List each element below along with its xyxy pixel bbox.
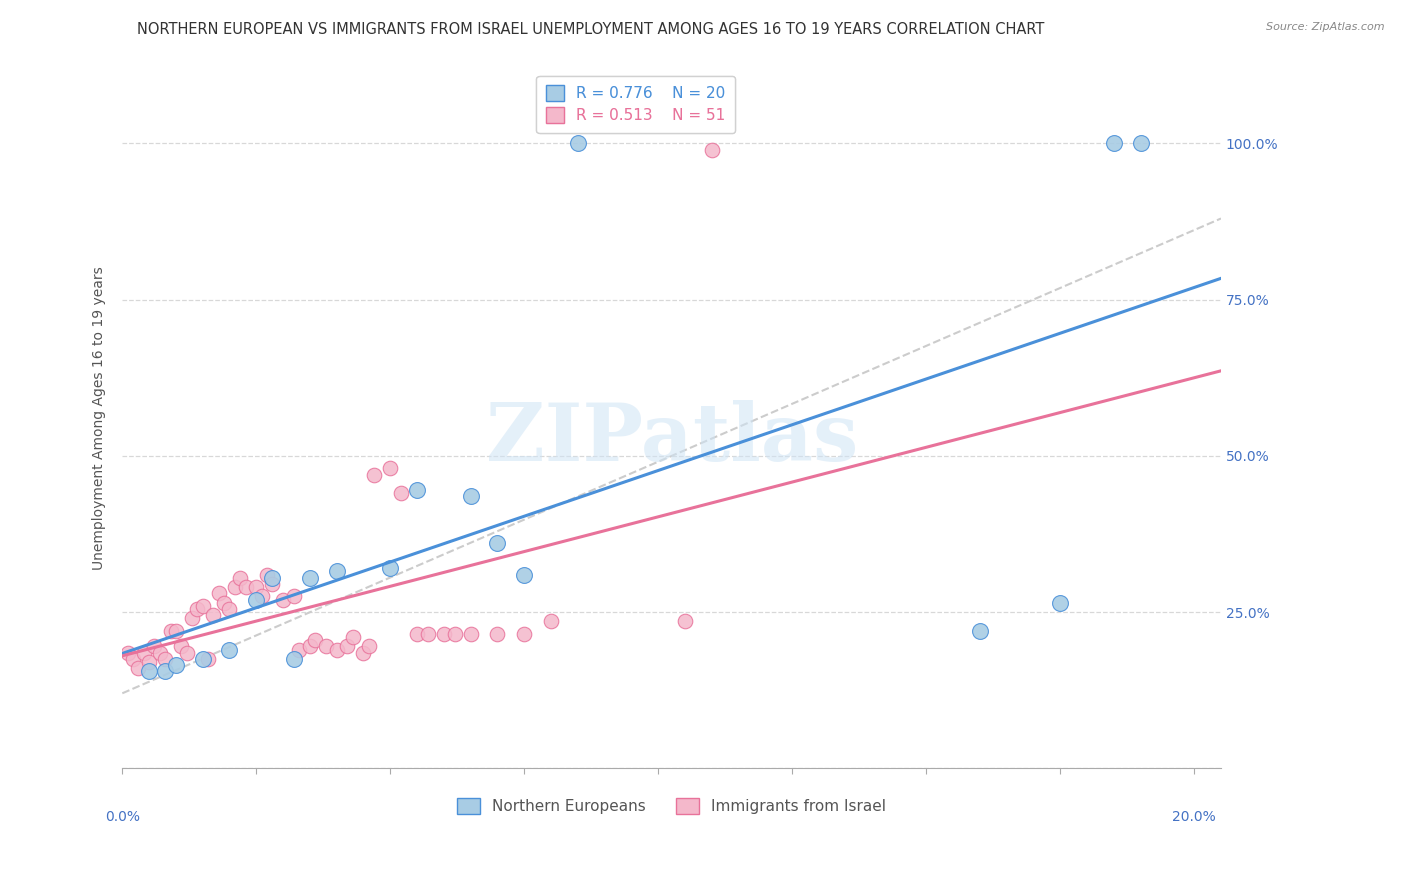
Point (153, 652, 176, 666)
Point (283, 652, 305, 666)
Point (298, 571, 321, 585)
Point (416, 627, 439, 641)
Text: Source: ZipAtlas.com: Source: ZipAtlas.com (1267, 22, 1385, 32)
Point (342, 630, 364, 644)
Point (153, 665, 176, 679)
Point (271, 592, 294, 607)
Point (363, 467, 385, 482)
Point (245, 580, 267, 594)
Point (1049, 596, 1071, 610)
Point (181, 611, 204, 625)
Text: 0.0%: 0.0% (105, 810, 139, 824)
Point (202, 608, 225, 623)
Point (443, 627, 465, 641)
Point (186, 602, 208, 616)
Point (325, 642, 347, 657)
Point (122, 652, 145, 666)
Point (250, 590, 273, 604)
Point (1102, 136, 1125, 151)
Point (433, 627, 456, 641)
Point (197, 652, 219, 666)
Point (513, 627, 536, 641)
Point (304, 633, 326, 648)
Point (208, 586, 231, 600)
Point (380, 461, 402, 475)
Point (212, 596, 235, 610)
Point (380, 561, 402, 575)
Point (969, 624, 991, 638)
Point (138, 665, 160, 679)
Point (224, 580, 246, 594)
Point (513, 567, 536, 582)
Point (143, 640, 166, 654)
Point (486, 627, 509, 641)
Legend: R = 0.776    N = 20, R = 0.513    N = 51: R = 0.776 N = 20, R = 0.513 N = 51 (537, 76, 734, 133)
Point (218, 642, 240, 657)
Point (165, 624, 187, 638)
Point (389, 486, 412, 500)
Point (132, 646, 155, 660)
Point (486, 536, 509, 550)
Point (191, 652, 214, 666)
Point (176, 646, 198, 660)
Point (138, 655, 160, 669)
Point (283, 590, 305, 604)
Point (336, 640, 359, 654)
Point (1129, 136, 1152, 151)
Point (262, 571, 284, 585)
Text: 20.0%: 20.0% (1173, 810, 1216, 824)
Point (325, 565, 347, 579)
Point (170, 640, 193, 654)
Point (406, 483, 429, 498)
Point (229, 571, 252, 585)
Point (159, 624, 181, 638)
Point (262, 577, 284, 591)
Point (235, 580, 257, 594)
Point (256, 567, 278, 582)
Point (315, 640, 337, 654)
Point (245, 592, 267, 607)
Point (540, 615, 562, 629)
Point (149, 646, 172, 660)
Point (165, 658, 187, 673)
Point (288, 642, 311, 657)
Point (460, 490, 482, 504)
Point (357, 640, 380, 654)
Point (353, 646, 375, 660)
Point (700, 143, 723, 157)
Point (673, 615, 696, 629)
Text: NORTHERN EUROPEAN VS IMMIGRANTS FROM ISRAEL UNEMPLOYMENT AMONG AGES 16 TO 19 YEA: NORTHERN EUROPEAN VS IMMIGRANTS FROM ISR… (136, 22, 1045, 37)
Point (191, 599, 214, 613)
Point (567, 136, 589, 151)
Point (298, 640, 321, 654)
Point (218, 602, 240, 616)
Text: ZIPatlas: ZIPatlas (485, 401, 858, 478)
Point (127, 661, 149, 675)
Point (406, 627, 429, 641)
Y-axis label: Unemployment Among Ages 16 to 19 years: Unemployment Among Ages 16 to 19 years (93, 267, 107, 570)
Point (460, 627, 482, 641)
Point (117, 646, 139, 660)
